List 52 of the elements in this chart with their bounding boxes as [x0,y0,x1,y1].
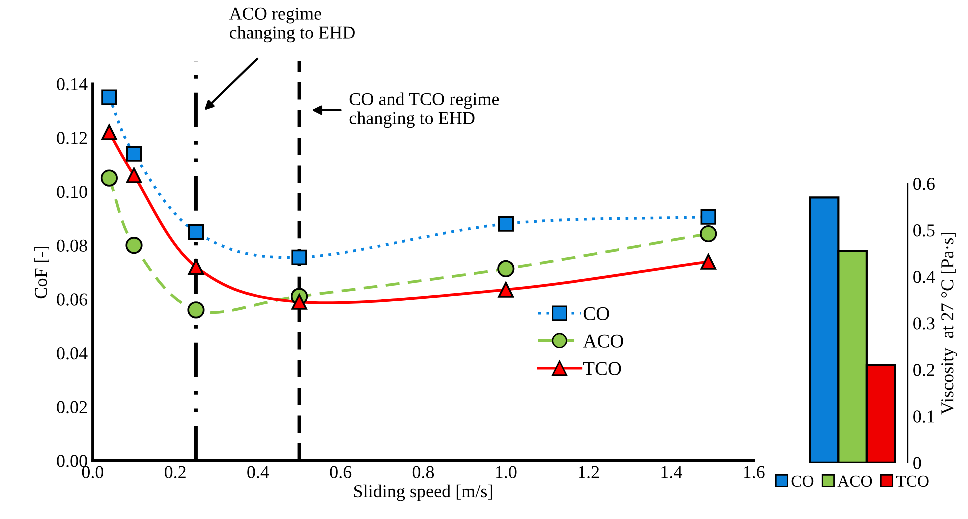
y-tick-label: 0.1 [914,410,934,423]
y-tick-label: 0.12 [57,132,88,144]
y-tick-label: 0.5 [914,224,935,237]
y-tick-label: 0.6 [914,178,935,190]
point [126,168,142,184]
legend-label: TCO [583,362,622,376]
point [498,216,514,232]
point [292,294,308,310]
x-tick-label: 0.0 [82,466,104,479]
x-tick-label: 0.2 [164,466,186,479]
ref-line-label: CO and TCO regime changing to EHD [350,92,500,128]
point [188,302,205,319]
y-tick-label: 0.00 [57,455,88,468]
y-tick-label: 0.06 [57,294,88,306]
x-tick-label: 1.6 [744,466,765,479]
y-tick-label: 0.10 [57,186,88,198]
point [188,259,204,275]
x-axis-title: Sliding speed [m/s] [354,484,492,502]
point [700,254,716,270]
x-tick-label: 0.4 [248,466,270,479]
point [100,170,118,187]
point [188,224,204,240]
legend-label: CO [792,476,814,488]
x-tick-label: 0.8 [412,466,434,479]
point [126,237,143,254]
point [498,282,514,298]
legend-label: ACO [583,334,624,348]
point [498,260,515,278]
y-tick-label: 0 [914,457,922,470]
y-tick-label: 0.4 [914,271,936,284]
y-tick-label: 0.08 [57,240,88,252]
point [102,90,118,106]
y-tick-label: 0.02 [57,401,88,414]
legend-label: TCO [896,476,929,488]
point [700,225,718,243]
point [102,124,118,140]
y-axis-title: Viscosity at 27 °C [Pa·s] [941,233,958,415]
point [700,209,716,225]
point [292,250,308,266]
y-tick-label: 0.2 [914,364,934,376]
x-tick-label: 1.2 [579,466,600,479]
y-tick-label: 0.14 [57,78,88,91]
x-tick-label: 0.6 [330,466,352,479]
x-tick-label: 1.0 [496,466,517,479]
legend-label: CO [584,307,610,320]
y-tick-label: 0.04 [57,347,88,360]
ref-line-label: ACO regime changing to EHD [229,8,355,43]
y-axis-title: CoF [-] [34,246,50,299]
legend-label: ACO [838,476,872,488]
point [126,146,142,162]
y-tick-label: 0.3 [914,318,935,330]
x-tick-label: 1.4 [662,466,682,479]
